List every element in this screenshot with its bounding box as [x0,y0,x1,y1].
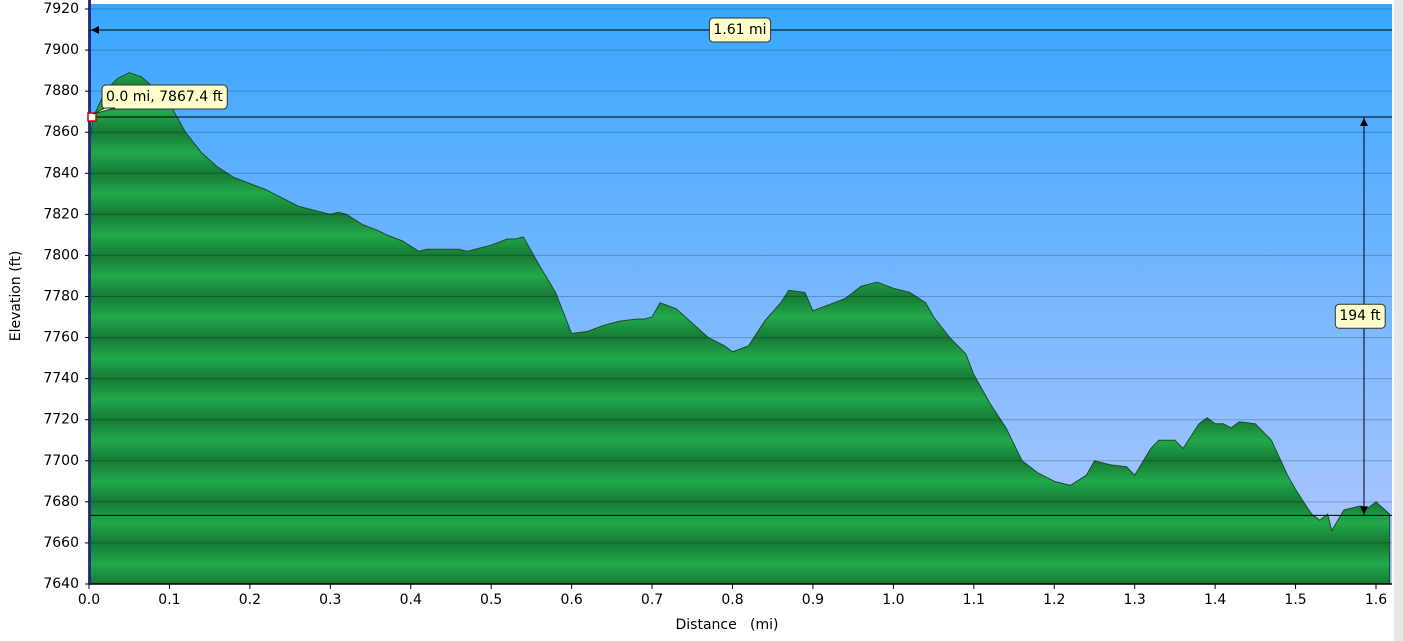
distance-label: 1.61 mi [713,22,766,38]
rise-arrow-top [1360,118,1368,127]
x-tick-label: 1.2 [1043,592,1065,608]
y-tick-label: 7720 [43,412,79,428]
y-tick-label: 7740 [43,371,79,387]
y-tick-label: 7900 [43,42,79,58]
x-tick-label: 1.4 [1204,592,1226,608]
x-tick-label: 1.6 [1365,592,1387,608]
x-tick-label: 0.5 [480,592,502,608]
x-tick-label: 0.2 [239,592,261,608]
y-tick-label: 7840 [43,165,79,181]
y-tick-label: 7920 [43,1,79,17]
elevation-area [88,72,1391,585]
rise-arrow-bottom [1360,506,1368,515]
rise-box [1334,303,1386,329]
y-tick-label: 7820 [43,206,79,222]
cursor-label: 0.0 mi, 7867.4 ft [106,89,223,105]
x-tick-label: 0.9 [802,592,824,608]
x-tick-label: 0.6 [560,592,582,608]
x-tick-label: 1.5 [1284,592,1306,608]
y-tick-label: 7680 [43,494,79,510]
distance-arrow [91,26,99,34]
y-tick-label: 7800 [43,247,79,263]
x-tick-label: 0.7 [641,592,663,608]
y-tick-label: 7700 [43,453,79,469]
x-tick-label: 1.1 [963,592,985,608]
x-tick-label: 0.8 [721,592,743,608]
x-tick-label: 0.3 [319,592,341,608]
x-tick-label: 1.3 [1124,592,1146,608]
side-strip [1394,0,1403,641]
y-tick-label: 7780 [43,289,79,305]
x-tick-label: 0.1 [158,592,180,608]
cursor-marker [87,112,97,122]
x-axis-label: Distance (mi) [675,617,778,633]
y-tick-label: 7760 [43,330,79,346]
rise-label: 194 ft [1339,308,1381,324]
cursor-pointer [92,107,116,115]
x-tick-label: 0.0 [78,592,100,608]
y-tick-label: 7640 [43,576,79,592]
y-tick-label: 7880 [43,83,79,99]
y-tick-label: 7860 [43,124,79,140]
y-tick-label: 7660 [43,535,79,551]
y-axis-label: Elevation (ft) [8,251,24,342]
distance-box [708,17,772,43]
x-tick-label: 0.4 [400,592,422,608]
cursor-box [101,84,228,110]
x-tick-label: 1.0 [882,592,904,608]
